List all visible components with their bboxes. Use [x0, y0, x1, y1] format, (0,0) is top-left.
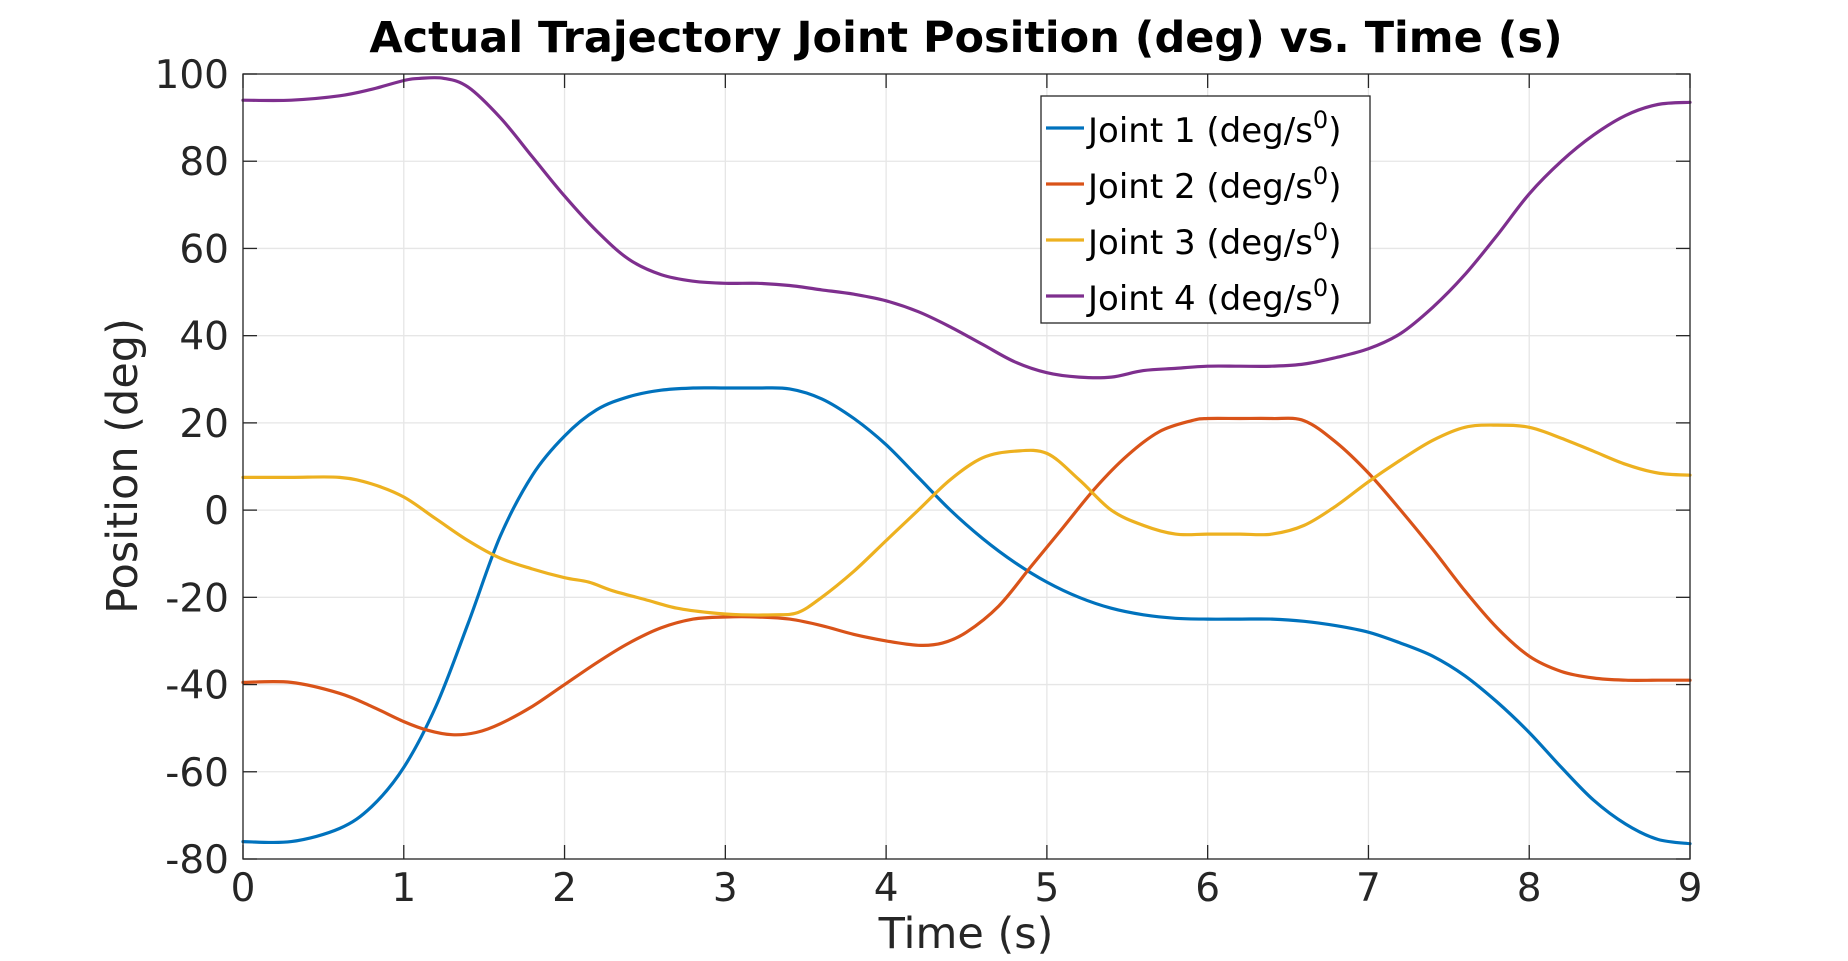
legend-box — [1040, 95, 1371, 324]
chart-title: Actual Trajectory Joint Position (deg) v… — [369, 13, 1562, 63]
y-tick-label: 60 — [179, 227, 229, 272]
x-tick-label: 3 — [713, 866, 738, 911]
series-layer — [241, 76, 1692, 846]
legend-superscript: 0 — [1313, 162, 1328, 190]
x-axis-label: Time (s) — [878, 909, 1054, 959]
series-line-joint-3 — [241, 423, 1692, 617]
x-tick-label: 0 — [231, 866, 256, 911]
y-tick-label: -80 — [165, 838, 229, 883]
x-tick-label: 1 — [391, 866, 416, 911]
legend-label: Joint 2 (deg/s — [1086, 167, 1313, 207]
y-tick-labels: 100 80 60 40 20 0 -20 -40 -60 -80 — [155, 53, 229, 883]
y-tick-label: -40 — [165, 664, 229, 709]
y-tick-label: 0 — [204, 489, 229, 534]
y-tick-label: -20 — [165, 576, 229, 621]
legend-superscript: 0 — [1313, 218, 1328, 246]
legend-close-paren: ) — [1328, 223, 1341, 263]
legend-label: Joint 3 (deg/s — [1086, 223, 1313, 263]
x-tick-label: 7 — [1356, 866, 1381, 911]
legend-close-paren: ) — [1328, 167, 1341, 207]
x-tick-label: 6 — [1195, 866, 1220, 911]
x-tick-label: 2 — [552, 866, 577, 911]
y-tick-label: 80 — [179, 140, 229, 185]
y-tick-label: 100 — [155, 53, 229, 98]
y-tick-label: 40 — [179, 315, 229, 360]
legend-entry-joint-1: Joint 1 (deg/s0) — [1086, 106, 1341, 151]
legend-entry-joint-3: Joint 3 (deg/s0) — [1086, 218, 1341, 263]
series-line-joint-4 — [241, 76, 1692, 380]
x-tick-label: 4 — [874, 866, 899, 911]
legend: Joint 1 (deg/s0)Joint 2 (deg/s0)Joint 3 … — [1040, 95, 1371, 324]
series-line-joint-1 — [241, 386, 1692, 846]
legend-entry-joint-2: Joint 2 (deg/s0) — [1086, 162, 1341, 207]
x-tick-label: 8 — [1517, 866, 1542, 911]
legend-superscript: 0 — [1313, 274, 1328, 302]
legend-label: Joint 1 (deg/s — [1086, 111, 1313, 151]
legend-close-paren: ) — [1328, 111, 1341, 151]
legend-close-paren: ) — [1328, 279, 1341, 319]
axes-box — [242, 73, 1691, 860]
y-tick-label: 20 — [179, 402, 229, 447]
legend-label: Joint 4 (deg/s — [1086, 279, 1313, 319]
series-line-joint-2 — [241, 416, 1692, 737]
legend-superscript: 0 — [1313, 106, 1328, 134]
tick-marks — [242, 73, 1691, 860]
y-axis-label: Position (deg) — [98, 318, 148, 614]
y-tick-label: -60 — [165, 751, 229, 796]
x-tick-labels: 0 1 2 3 4 5 6 7 8 9 — [231, 866, 1703, 911]
x-tick-label: 5 — [1034, 866, 1059, 911]
x-tick-label: 9 — [1678, 866, 1703, 911]
legend-entry-joint-4: Joint 4 (deg/s0) — [1086, 274, 1341, 319]
